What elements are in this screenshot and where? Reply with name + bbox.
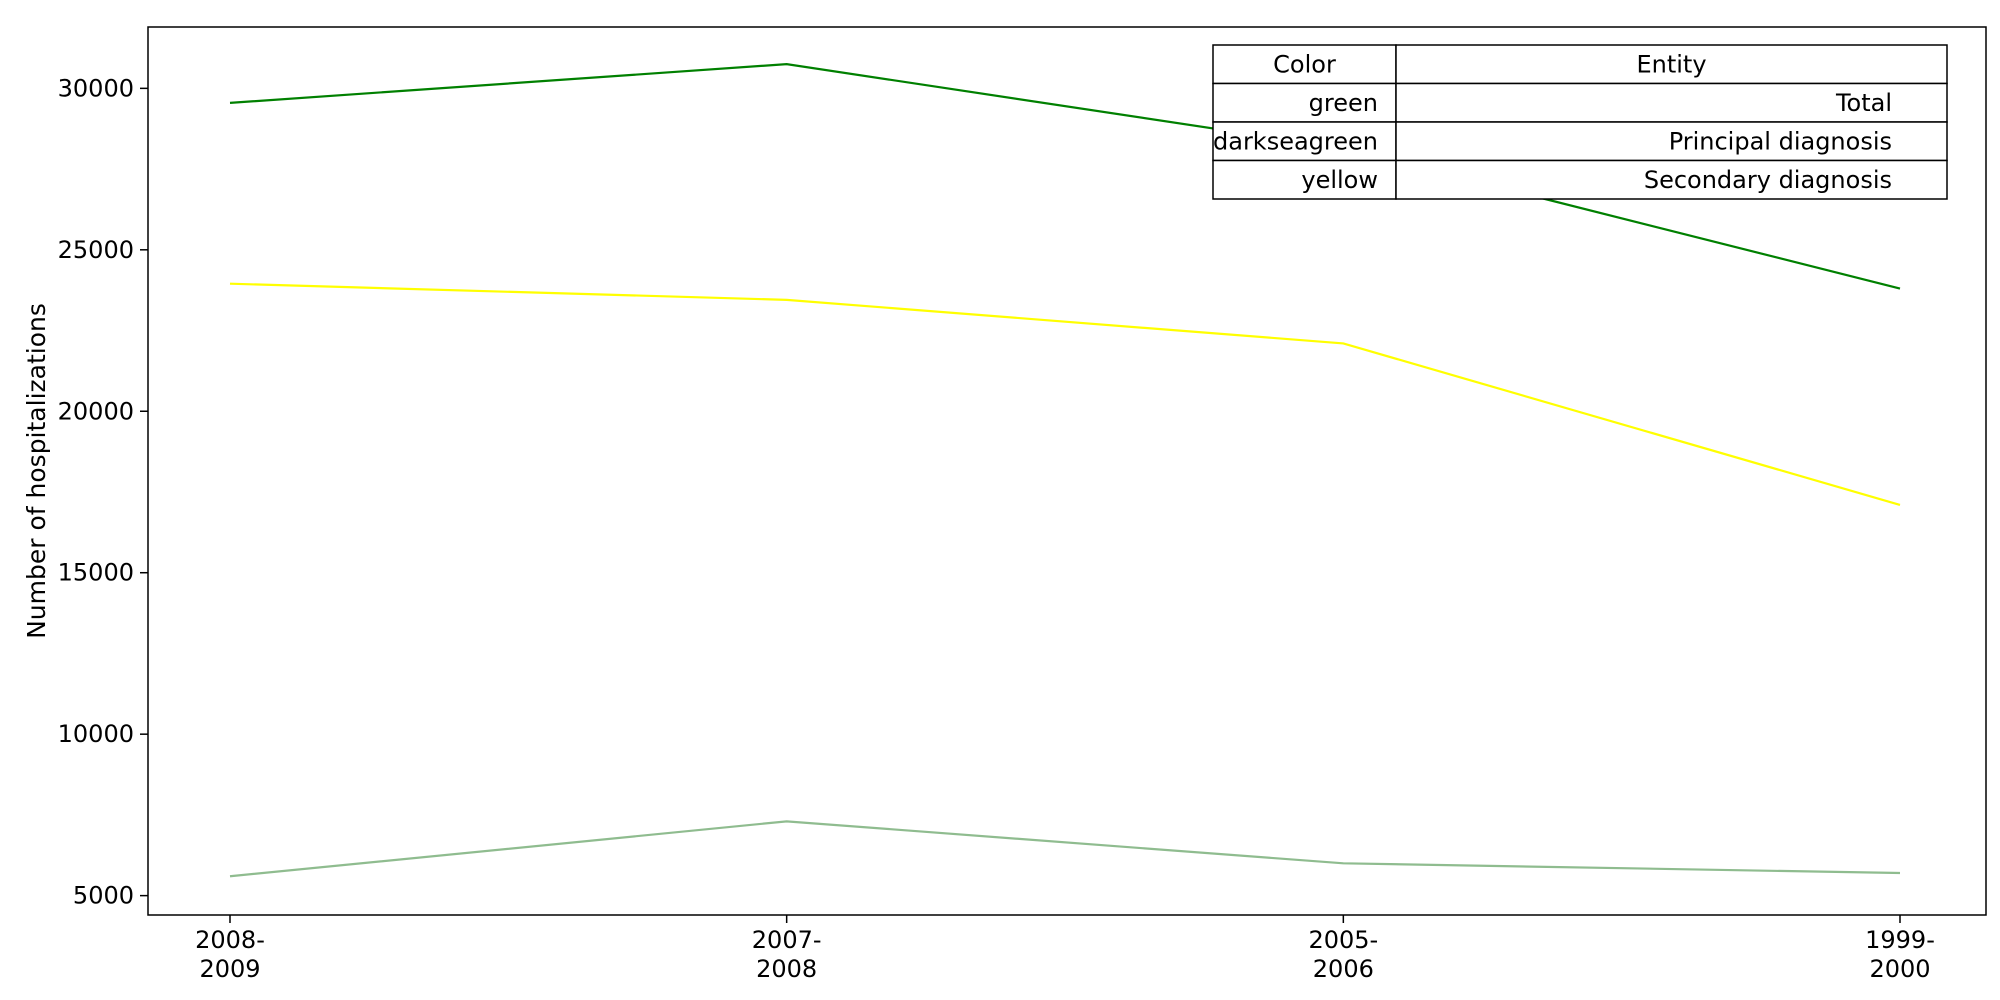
x-axis: 2008-2009 2007-2008 2005-2006 1999-2000 [195, 915, 1935, 983]
x-tick-label: 1999-2000 [1865, 926, 1935, 983]
y-tick-label: 25000 [58, 236, 134, 264]
legend-table-cell [1395, 82, 1948, 123]
legend-color-name: darkseagreen [1213, 127, 1378, 155]
series-line-secondary-diagnosis [229, 282, 1901, 506]
series-line-total [229, 63, 1901, 290]
legend-entity-name: Secondary diagnosis [1644, 166, 1892, 194]
legend-entity-name: Principal diagnosis [1669, 127, 1892, 155]
series-lines [229, 63, 1901, 878]
legend-table-cell [1395, 159, 1948, 200]
y-tick-label: 20000 [58, 397, 134, 425]
legend-table-cell [1395, 121, 1948, 162]
series-line-principal-diagnosis [229, 820, 1901, 878]
x-tick-label: 2008-2009 [195, 926, 265, 983]
legend-color-name: green [1309, 89, 1378, 117]
legend-table: Color Entity green Total darkseagreen Princip… [1212, 44, 1948, 200]
legend-table-cell [1395, 44, 1948, 85]
y-tick-label: 30000 [58, 74, 134, 102]
legend-color-name: yellow [1301, 166, 1378, 194]
y-tick-label: 5000 [73, 882, 134, 910]
legend-header-entity: Entity [1636, 50, 1706, 78]
y-tick-label: 15000 [58, 559, 134, 587]
y-tick-label: 10000 [58, 720, 134, 748]
y-axis: 5000 10000 15000 20000 25000 30000 [58, 74, 148, 910]
y-axis-label: Number of hospitalizations [22, 303, 51, 639]
legend-header-color: Color [1273, 50, 1336, 78]
x-tick-label: 2005-2006 [1308, 926, 1378, 983]
legend-entity-name: Total [1835, 89, 1892, 117]
x-tick-label: 2007-2008 [752, 926, 822, 983]
